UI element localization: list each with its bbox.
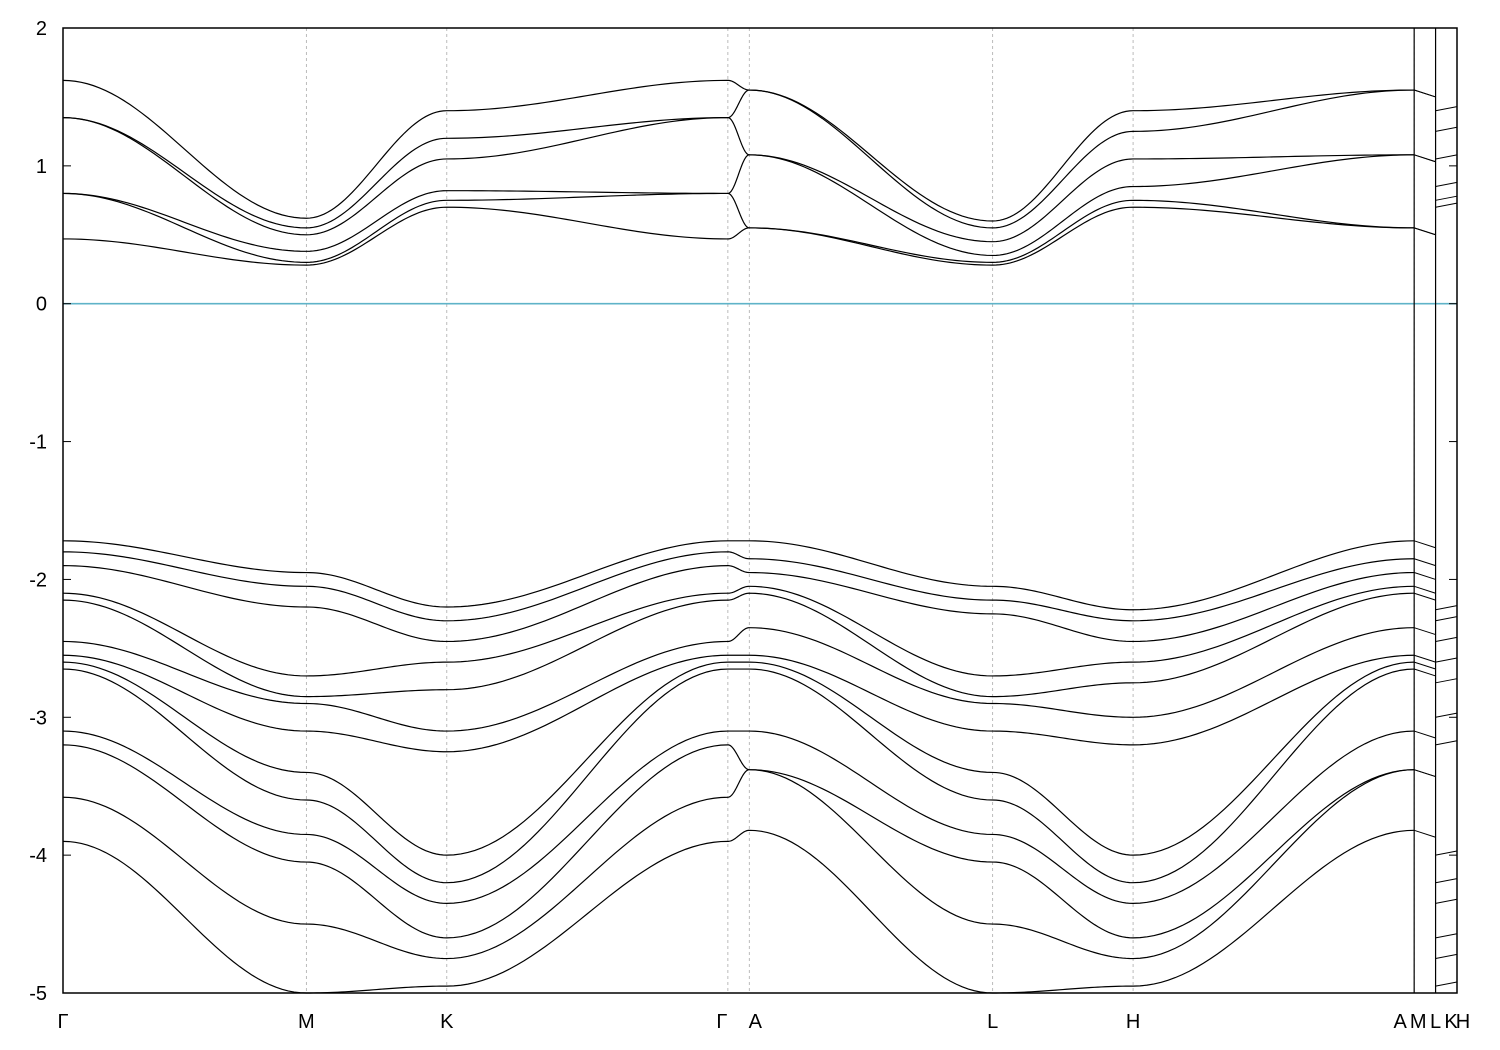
y-tick-label-6: -4 <box>29 845 47 867</box>
panel1-band-12 <box>1414 654 1436 663</box>
x-tick-label-6: H <box>1126 1011 1140 1033</box>
panel1-band-9 <box>1414 585 1436 594</box>
x-tick-label-4: A <box>749 1011 763 1033</box>
band-line-8 <box>62 565 1415 643</box>
panel1-band-18 <box>1414 829 1436 838</box>
band-line-14 <box>62 668 1415 884</box>
y-tick-label-2: 0 <box>36 294 47 316</box>
panel2-band-14 <box>1435 878 1458 884</box>
band-line-9 <box>62 585 1415 677</box>
panel1-band-8 <box>1414 572 1436 580</box>
y-tick-label-4: -2 <box>29 569 47 591</box>
panel2-band-17 <box>1435 953 1458 960</box>
panel2-band-11 <box>1435 712 1458 718</box>
panel2-band-16 <box>1435 933 1458 939</box>
panel2-band-2 <box>1435 154 1458 160</box>
panel2-band-4 <box>1435 195 1458 201</box>
x-tick-label-11: H <box>1456 1011 1470 1033</box>
x-tick-label-2: K <box>440 1011 454 1033</box>
x-tick-label-9: L <box>1430 1011 1441 1033</box>
band-line-6 <box>62 540 1415 611</box>
panel1-band-11 <box>1414 627 1436 636</box>
panel1-band-17 <box>1414 769 1436 778</box>
x-tick-label-7: A <box>1393 1011 1407 1033</box>
x-tick-label-3: Γ <box>716 1011 727 1033</box>
x-tick-label-1: M <box>298 1011 315 1033</box>
band-line-0 <box>62 79 1415 222</box>
panel2-band-10 <box>1435 678 1458 684</box>
panel2-band-5 <box>1435 202 1458 208</box>
panel1-band-15 <box>1414 730 1436 739</box>
x-tick-label-5: L <box>987 1011 998 1033</box>
band-line-1 <box>62 89 1415 229</box>
band-line-4 <box>62 192 1415 263</box>
panel1-band-3 <box>1414 154 1436 163</box>
y-tick-label-5: -3 <box>29 707 47 729</box>
panel2-band-13 <box>1435 850 1458 856</box>
band-line-7 <box>62 551 1415 622</box>
band-line-11 <box>62 627 1415 732</box>
band-line-5 <box>62 206 1415 266</box>
y-tick-label-3: -1 <box>29 432 47 454</box>
x-tick-label-8: M <box>1410 1011 1427 1033</box>
panel1-band-1 <box>1414 89 1436 98</box>
x-tick-label-10: K <box>1444 1011 1458 1033</box>
panel1-band-13 <box>1414 661 1436 670</box>
band-line-13 <box>62 661 1415 856</box>
y-tick-label-7: -5 <box>29 983 47 1005</box>
panel2-band-8 <box>1435 636 1458 642</box>
panel1-band-6 <box>1414 540 1436 549</box>
panel1-band-7 <box>1414 558 1436 567</box>
panel1-band-14 <box>1414 668 1436 677</box>
panel2-band-15 <box>1435 898 1458 904</box>
band-line-17 <box>62 769 1415 960</box>
y-tick-label-1: 1 <box>36 156 47 178</box>
y-tick-label-0: 2 <box>36 18 47 40</box>
panel2-band-3 <box>1435 181 1458 188</box>
band-line-15 <box>62 730 1415 904</box>
panel1-band-10 <box>1414 592 1436 601</box>
panel1-band-5 <box>1414 227 1436 236</box>
band-line-2 <box>62 117 1415 243</box>
band-line-16 <box>62 744 1415 939</box>
panel2-band-9 <box>1435 657 1458 663</box>
panel2-band-0 <box>1435 106 1458 112</box>
plot-frame <box>62 27 1458 994</box>
panel2-band-7 <box>1435 616 1458 622</box>
panel2-band-1 <box>1435 126 1458 132</box>
x-tick-label-0: Γ <box>57 1011 68 1033</box>
panel2-band-12 <box>1435 740 1458 746</box>
band-line-3 <box>62 154 1415 257</box>
band-line-12 <box>62 654 1415 753</box>
panel2-band-6 <box>1435 605 1458 611</box>
band-line-10 <box>62 592 1415 698</box>
panel2-band-18 <box>1435 981 1458 987</box>
